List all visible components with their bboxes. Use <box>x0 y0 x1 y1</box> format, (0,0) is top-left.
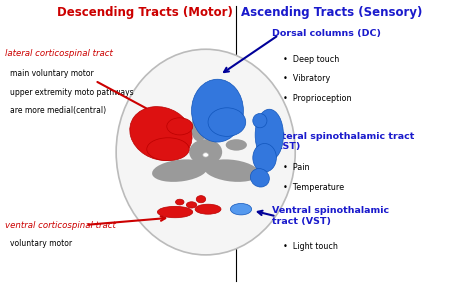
Ellipse shape <box>253 144 276 172</box>
Ellipse shape <box>226 139 247 151</box>
Text: •  Proprioception: • Proprioception <box>283 94 352 103</box>
Ellipse shape <box>208 108 246 136</box>
Text: •  Deep touch: • Deep touch <box>283 55 340 64</box>
Text: •  Temperature: • Temperature <box>283 183 345 192</box>
Ellipse shape <box>167 118 193 135</box>
Ellipse shape <box>147 138 189 161</box>
Ellipse shape <box>204 159 259 182</box>
Ellipse shape <box>152 159 208 182</box>
Ellipse shape <box>186 202 197 208</box>
Ellipse shape <box>203 153 209 157</box>
Text: Dorsal columns (DC): Dorsal columns (DC) <box>272 29 381 38</box>
Ellipse shape <box>250 168 269 187</box>
Text: voluntary motor: voluntary motor <box>10 239 72 248</box>
Ellipse shape <box>189 139 222 165</box>
Text: lateral spinothalamic tract
(LST): lateral spinothalamic tract (LST) <box>272 132 414 152</box>
Text: •  Vibratory: • Vibratory <box>283 74 331 84</box>
Ellipse shape <box>196 196 206 203</box>
Ellipse shape <box>191 79 243 142</box>
Ellipse shape <box>175 199 184 205</box>
Text: are more medial(central): are more medial(central) <box>10 106 106 115</box>
Ellipse shape <box>195 204 221 214</box>
Ellipse shape <box>230 203 252 215</box>
Text: Ventral spinothalamic
tract (VST): Ventral spinothalamic tract (VST) <box>272 206 389 226</box>
Text: main voluntary motor: main voluntary motor <box>10 69 94 78</box>
Ellipse shape <box>130 106 192 160</box>
Text: ventral corticospinal tract: ventral corticospinal tract <box>5 221 116 230</box>
Text: lateral corticospinal tract: lateral corticospinal tract <box>5 49 113 58</box>
Ellipse shape <box>164 139 186 151</box>
Text: upper extremity moto pathways: upper extremity moto pathways <box>10 88 134 97</box>
Text: •  Pain: • Pain <box>283 164 310 172</box>
Text: Ascending Tracts (Sensory): Ascending Tracts (Sensory) <box>241 6 422 20</box>
Ellipse shape <box>253 114 267 128</box>
Text: •  Light touch: • Light touch <box>283 242 338 251</box>
Text: Descending Tracts (Motor): Descending Tracts (Motor) <box>57 6 233 20</box>
Ellipse shape <box>157 206 193 218</box>
Ellipse shape <box>255 109 283 161</box>
Ellipse shape <box>200 112 217 141</box>
Ellipse shape <box>191 108 210 141</box>
Ellipse shape <box>116 49 295 255</box>
